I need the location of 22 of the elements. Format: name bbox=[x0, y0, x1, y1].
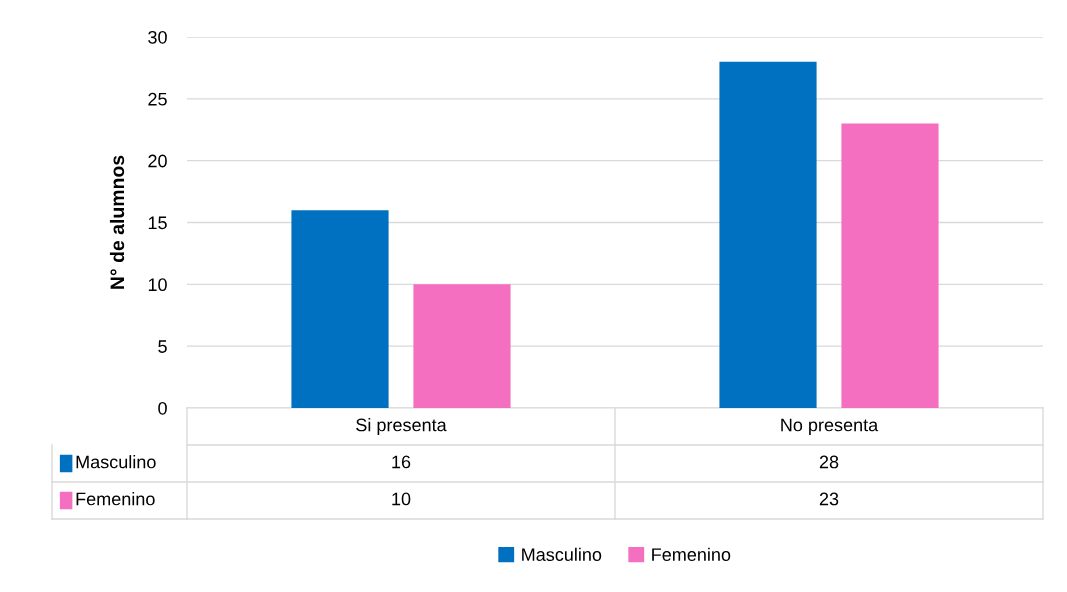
data-label: 23 bbox=[819, 492, 839, 506]
bar bbox=[719, 61, 817, 408]
y-tick-label: 10 bbox=[148, 278, 167, 292]
bar bbox=[291, 210, 389, 408]
y-tick-label: 25 bbox=[148, 92, 167, 106]
legend-label: Femenino bbox=[652, 547, 731, 561]
y-tick-label: 20 bbox=[148, 154, 167, 168]
text: Femenino bbox=[76, 492, 155, 506]
bar bbox=[841, 123, 939, 408]
y-tick-label: 5 bbox=[158, 340, 167, 353]
y-tick-label: 15 bbox=[148, 216, 167, 230]
data-label: 28 bbox=[819, 455, 839, 469]
data-label: 16 bbox=[392, 455, 411, 469]
x-tick-label: Si presenta bbox=[356, 418, 447, 435]
y-tick-label: 30 bbox=[148, 30, 167, 44]
data-label: 10 bbox=[392, 492, 411, 506]
x-tick-label: No presenta bbox=[781, 418, 879, 435]
bar bbox=[413, 284, 511, 408]
y-tick-label: 0 bbox=[158, 401, 167, 415]
legend-label: Masculino bbox=[522, 547, 602, 561]
y-axis-title: N° de alumnos bbox=[109, 155, 125, 289]
text: Masculino bbox=[76, 455, 156, 469]
